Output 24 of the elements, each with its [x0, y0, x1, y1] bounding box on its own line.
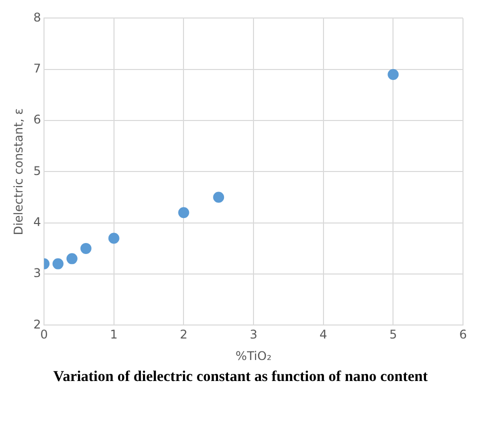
point	[213, 192, 224, 203]
y-tick-label: 4	[33, 214, 42, 229]
x-tick-label: 5	[389, 328, 397, 342]
y-tick-label: 8	[33, 10, 42, 24]
x-tick-label: 2	[180, 328, 188, 342]
x-tick-label: 3	[250, 328, 258, 342]
x-tick-label: 6	[459, 328, 467, 342]
text: Variation of dielectric constant as function of nano content	[52, 368, 429, 386]
point	[52, 258, 64, 270]
y-tick-label: 3	[33, 266, 42, 280]
x-tick-label: 4	[320, 328, 328, 342]
point	[66, 253, 78, 264]
x-tick-label: 1	[110, 328, 118, 342]
point	[108, 232, 120, 244]
y-tick-label: 6	[33, 112, 42, 127]
point	[178, 207, 190, 218]
x-tick-label: 0	[40, 328, 48, 342]
point	[388, 68, 399, 80]
x-axis-title: %TiO₂	[236, 348, 272, 363]
y-axis-title: Dielectric constant, ε	[11, 108, 26, 236]
point	[80, 242, 92, 254]
y-tick-label: 2	[33, 317, 42, 332]
y-tick-label: 7	[33, 61, 42, 76]
y-tick-label: 5	[33, 164, 42, 178]
